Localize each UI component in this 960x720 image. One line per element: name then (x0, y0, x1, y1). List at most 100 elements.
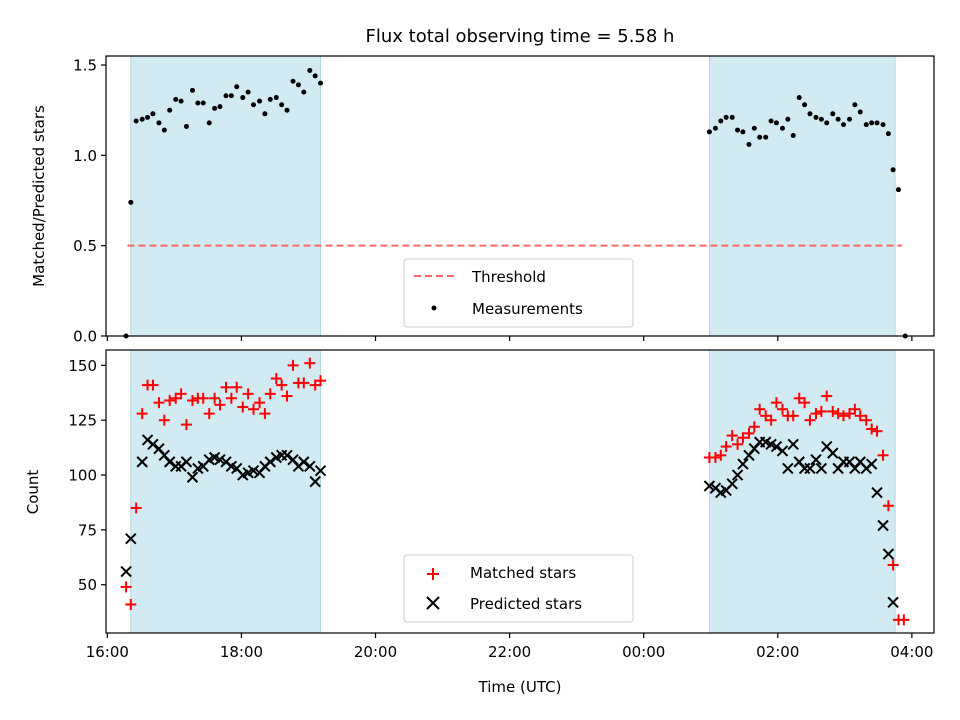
measurement-point (128, 199, 134, 205)
matched-star-marker (270, 373, 282, 385)
matched-star-marker (287, 359, 299, 371)
measurement-point (869, 120, 875, 126)
measurement-point (206, 120, 212, 126)
y-tick-label: 1.5 (73, 57, 97, 75)
matched-star-marker (120, 581, 132, 593)
matched-star-marker (887, 559, 899, 571)
predicted-star-marker (776, 445, 789, 457)
matched-star-marker (315, 375, 327, 387)
measurement-point (189, 87, 195, 93)
matched-star-marker (810, 408, 822, 420)
measurement-point (240, 95, 246, 101)
measurement-point (318, 80, 324, 86)
count-panel: 50 75 100 125 150 16:00 18:00 20:00 22:00 00:00 0… (24, 349, 935, 696)
matched-star-marker (804, 414, 816, 426)
y-tick-label: 125 (68, 412, 97, 430)
measurement-point (250, 102, 256, 108)
observing-windows (130, 55, 896, 337)
measurement-point (284, 107, 290, 113)
count-plot-frame (105, 349, 935, 634)
predicted-legend-swatch (426, 596, 440, 610)
predicted-star-marker (882, 548, 895, 560)
threshold-legend-label: Threshold (471, 268, 546, 286)
measurement-point (178, 98, 184, 104)
ratio-legend: Threshold Measurements (403, 258, 634, 328)
predicted-star-marker (304, 460, 316, 472)
matched-star-marker (715, 449, 727, 461)
observing-windows (130, 349, 896, 634)
matched-star-marker (815, 405, 827, 417)
matched-star-marker (304, 357, 316, 369)
predicted-star-marker (737, 458, 749, 470)
predicted-star-marker (214, 453, 226, 466)
y-tick-label: 100 (68, 467, 97, 485)
measurement-point (312, 73, 318, 79)
measurement-point (880, 122, 886, 128)
measurement-point (156, 120, 162, 126)
y-tick-label: 50 (78, 576, 97, 594)
measurement-point (301, 89, 307, 95)
matched-star-marker (765, 414, 777, 426)
predicted-star-marker (298, 456, 310, 468)
matched-star-marker (242, 388, 254, 400)
measurement-point (139, 116, 145, 122)
ratio-y-axis: 0.0 0.5 1.0 1.5 (73, 57, 106, 346)
measurement-point (773, 120, 779, 126)
measurement-point (818, 116, 824, 122)
measurement-point (746, 142, 752, 148)
measurement-point (223, 93, 229, 99)
measurement-point (234, 84, 240, 90)
predicted-star-marker (804, 462, 816, 475)
chart-title: Flux total observing time = 5.58 h (366, 26, 675, 47)
measurement-point (212, 105, 218, 111)
predicted-star-marker (827, 447, 839, 459)
matched-star-marker (743, 427, 755, 439)
matched-star-marker (247, 403, 259, 415)
y-tick-label: 0.0 (73, 328, 97, 346)
matched-star-marker (197, 392, 209, 404)
measurement-point (852, 102, 858, 108)
measurement-point (712, 125, 718, 131)
matched-star-marker (799, 397, 811, 409)
measurement-point (751, 125, 757, 131)
measurement-points (123, 67, 908, 339)
matched-star-marker (203, 408, 215, 420)
matched-star-marker (854, 410, 866, 422)
matched-legend-swatch (427, 568, 439, 580)
matched-star-marker (281, 390, 293, 402)
measurement-point (183, 123, 189, 129)
matched-star-marker (827, 405, 839, 417)
measurement-point (835, 116, 841, 122)
matched-star-marker (136, 408, 148, 420)
observing-window-band (708, 55, 896, 337)
ratio-legend-box (403, 258, 634, 328)
x-tick-label: 22:00 (488, 643, 531, 661)
matched-star-marker (180, 419, 192, 431)
predicted-star-marker (871, 486, 883, 499)
measurement-point (195, 100, 201, 106)
measurement-point (267, 96, 273, 102)
matched-star-marker (737, 432, 749, 444)
matched-star-marker (125, 598, 137, 610)
predicted-star-marker (281, 449, 293, 462)
predicted-star-marker (815, 462, 828, 475)
measurement-point (273, 95, 279, 101)
matched-star-marker (776, 403, 788, 415)
measurement-point (161, 127, 167, 133)
measurement-point (885, 131, 891, 137)
measurement-point (723, 114, 729, 120)
y-tick-label: 150 (68, 357, 97, 375)
measurement-point (763, 134, 769, 140)
matched-star-marker (264, 388, 276, 400)
matched-star-marker (164, 394, 176, 406)
predicted-star-marker (264, 456, 276, 468)
matched-star-marker (130, 502, 142, 514)
matched-star-marker (837, 410, 849, 422)
matched-star-marker (832, 408, 844, 420)
matched-star-marker (254, 397, 266, 409)
predicted-star-marker (703, 480, 716, 492)
predicted-star-marker (877, 519, 889, 532)
predicted-star-marker (309, 475, 321, 488)
measurement-point (245, 89, 251, 95)
predicted-star-marker (770, 440, 783, 453)
